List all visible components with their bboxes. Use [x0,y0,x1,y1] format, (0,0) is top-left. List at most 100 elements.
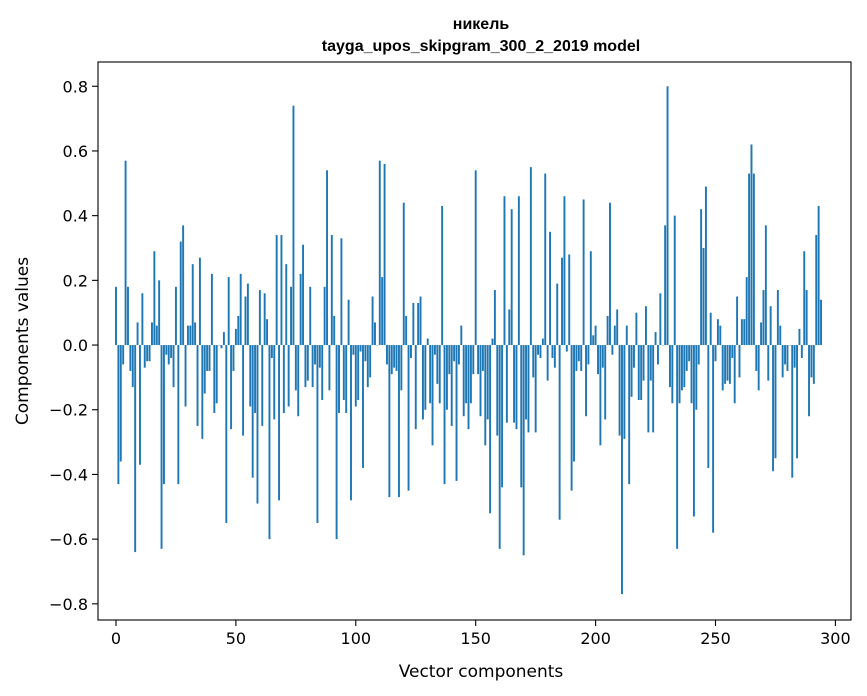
bar [486,345,489,420]
bar [345,345,348,413]
bar [676,345,679,549]
bar [299,273,302,346]
bar [668,345,671,388]
bar [151,322,153,346]
bar [388,345,391,498]
bar [347,299,350,346]
bar [400,345,403,391]
bar [366,345,369,388]
bar [117,345,120,485]
bar [244,296,247,346]
bar [210,273,213,346]
bar [306,345,309,381]
bar [695,345,698,410]
bar [390,345,393,375]
bar [724,345,727,384]
bar [196,345,199,426]
bar [383,163,386,346]
bar [352,345,355,355]
bar [757,345,760,391]
bar [460,325,463,346]
bar [208,345,211,371]
bar [503,196,506,346]
bar [167,345,170,365]
bar [532,345,535,378]
bar [621,345,623,595]
bar [769,306,772,346]
bar [635,312,638,346]
bar [136,322,139,346]
bar [467,345,470,430]
x-tick-label: 0 [111,629,121,648]
bar [645,306,647,346]
bar [302,244,304,346]
bar [275,235,278,346]
bar [659,293,662,346]
bar [690,345,693,404]
bar [798,328,801,346]
bar [517,196,520,346]
bar [184,345,187,407]
bar [573,345,575,462]
bar [333,315,336,346]
bar [505,345,508,423]
bar [254,345,257,413]
bar [172,345,175,388]
bar [357,345,360,401]
chart-title: никель [453,16,510,33]
bar [534,345,537,433]
bar [565,345,568,352]
bar [501,345,504,488]
bar [609,202,611,346]
bar [630,345,633,397]
bar [441,205,444,346]
bar [134,345,137,553]
bar [764,225,767,346]
bar [594,325,597,346]
bar [232,345,235,371]
bar [364,345,367,362]
bar [508,309,511,346]
bar [539,345,542,358]
bar [273,345,276,420]
y-axis: 0.8 0.6 0.4 0.2 0.0 −0.2 −0.4 −0.6 −0.8 [49,77,98,614]
bar [477,345,480,375]
bar [544,173,547,346]
bar [520,345,523,488]
x-tick-label: 150 [460,629,491,648]
bar [750,144,753,346]
bar [493,290,496,346]
bar [815,235,818,346]
bar [146,345,149,362]
bar [194,322,197,346]
bar [237,315,240,346]
bar [362,345,364,468]
bar [472,345,475,375]
bar [611,345,614,355]
bar [707,345,710,468]
bar [587,345,590,365]
bar [239,273,242,346]
bar [654,332,657,346]
bar [642,345,645,381]
bar [522,345,525,556]
bar [421,345,424,420]
bar [424,345,427,410]
bar [304,345,307,388]
bar [685,345,688,371]
bar [800,345,803,358]
bar [604,345,607,420]
bar [599,345,602,446]
bar [553,345,556,368]
x-tick-label: 200 [580,629,611,648]
bar [688,345,691,362]
bar [153,251,156,346]
bar [261,345,264,426]
y-tick-label: −0.6 [49,530,88,549]
bar [270,345,273,358]
bar [309,286,312,346]
bar [671,345,674,404]
bar [812,345,815,384]
x-tick-label: 300 [820,629,851,648]
